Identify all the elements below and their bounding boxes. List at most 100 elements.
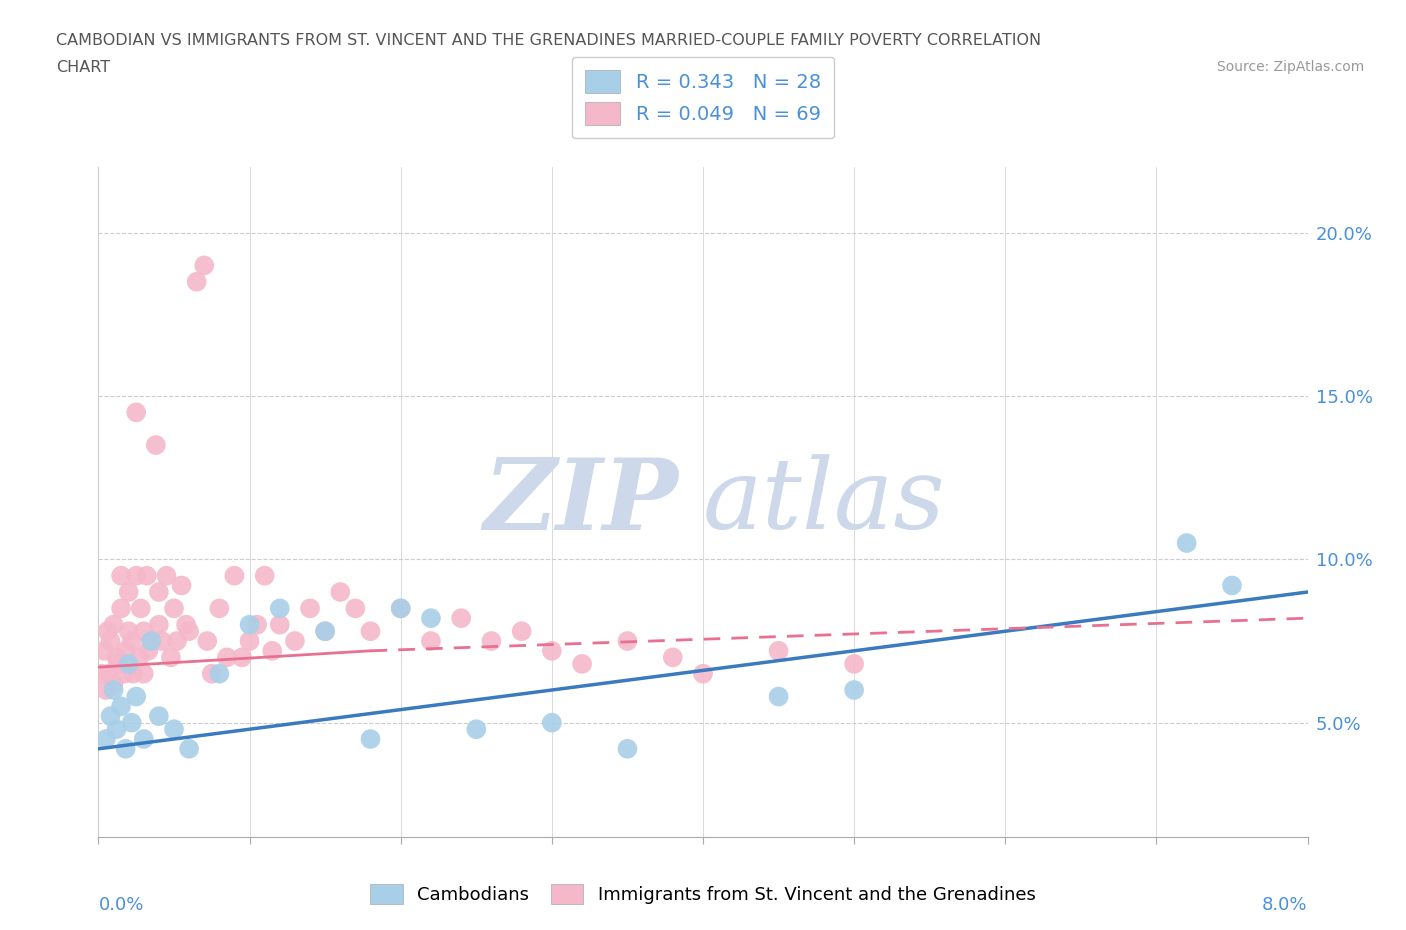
Point bbox=[420, 611, 443, 626]
Point bbox=[125, 568, 148, 583]
Point bbox=[110, 699, 132, 714]
Point bbox=[208, 666, 231, 681]
Point bbox=[360, 624, 382, 639]
Point bbox=[208, 601, 231, 616]
Point bbox=[141, 633, 163, 648]
Point bbox=[481, 633, 503, 648]
Point bbox=[125, 689, 148, 704]
Point bbox=[160, 650, 183, 665]
Point bbox=[132, 624, 155, 639]
Point bbox=[118, 624, 141, 639]
Point bbox=[141, 633, 163, 648]
Point bbox=[118, 585, 141, 600]
Legend: R = 0.343   N = 28, R = 0.049   N = 69: R = 0.343 N = 28, R = 0.049 N = 69 bbox=[572, 57, 834, 139]
Point bbox=[231, 650, 253, 665]
Point bbox=[692, 666, 714, 681]
Text: atlas: atlas bbox=[703, 455, 946, 550]
Point bbox=[148, 585, 170, 600]
Point bbox=[114, 644, 136, 658]
Point bbox=[269, 618, 291, 632]
Point bbox=[103, 618, 125, 632]
Point bbox=[103, 683, 125, 698]
Point bbox=[93, 644, 115, 658]
Point bbox=[389, 601, 412, 616]
Point bbox=[844, 683, 866, 698]
Point bbox=[132, 732, 155, 747]
Point bbox=[105, 650, 128, 665]
Point bbox=[344, 601, 367, 616]
Point bbox=[1175, 536, 1198, 551]
Point bbox=[135, 568, 157, 583]
Point bbox=[450, 611, 472, 626]
Point bbox=[121, 633, 143, 648]
Y-axis label: Married-Couple Family Poverty: Married-Couple Family Poverty bbox=[0, 376, 8, 629]
Point bbox=[132, 666, 155, 681]
Text: Source: ZipAtlas.com: Source: ZipAtlas.com bbox=[1216, 60, 1364, 74]
Point bbox=[163, 722, 186, 737]
Text: CHART: CHART bbox=[56, 60, 110, 75]
Point bbox=[201, 666, 224, 681]
Point bbox=[174, 618, 197, 632]
Point bbox=[299, 601, 322, 616]
Point bbox=[389, 601, 412, 616]
Text: ZIP: ZIP bbox=[484, 454, 679, 551]
Point bbox=[224, 568, 246, 583]
Point bbox=[90, 666, 112, 681]
Point bbox=[239, 633, 262, 648]
Point bbox=[125, 405, 148, 419]
Point bbox=[100, 709, 122, 724]
Point bbox=[129, 601, 152, 616]
Point bbox=[103, 676, 125, 691]
Point bbox=[163, 601, 186, 616]
Point bbox=[844, 657, 866, 671]
Point bbox=[541, 715, 564, 730]
Point bbox=[166, 633, 188, 648]
Point bbox=[145, 438, 167, 453]
Point bbox=[179, 741, 201, 756]
Point bbox=[269, 601, 291, 616]
Point bbox=[314, 624, 336, 639]
Point bbox=[110, 568, 132, 583]
Point bbox=[128, 650, 150, 665]
Point bbox=[150, 633, 173, 648]
Point bbox=[510, 624, 533, 639]
Point bbox=[616, 741, 638, 756]
Point bbox=[94, 732, 117, 747]
Point bbox=[284, 633, 307, 648]
Point bbox=[314, 624, 336, 639]
Point bbox=[1220, 578, 1243, 593]
Point bbox=[98, 666, 121, 681]
Point bbox=[110, 601, 132, 616]
Point bbox=[170, 578, 193, 593]
Point bbox=[121, 715, 143, 730]
Point bbox=[136, 644, 159, 658]
Point bbox=[465, 722, 488, 737]
Point bbox=[239, 618, 262, 632]
Text: CAMBODIAN VS IMMIGRANTS FROM ST. VINCENT AND THE GRENADINES MARRIED-COUPLE FAMIL: CAMBODIAN VS IMMIGRANTS FROM ST. VINCENT… bbox=[56, 33, 1042, 47]
Point bbox=[360, 732, 382, 747]
Point bbox=[571, 657, 593, 671]
Legend: Cambodians, Immigrants from St. Vincent and the Grenadines: Cambodians, Immigrants from St. Vincent … bbox=[363, 876, 1043, 911]
Point bbox=[118, 657, 141, 671]
Point bbox=[616, 633, 638, 648]
Point bbox=[195, 633, 218, 648]
Point bbox=[122, 666, 145, 681]
Point bbox=[148, 709, 170, 724]
Point bbox=[253, 568, 276, 583]
Text: 8.0%: 8.0% bbox=[1263, 896, 1308, 914]
Point bbox=[193, 258, 215, 272]
Point bbox=[100, 633, 122, 648]
Point bbox=[105, 722, 128, 737]
Point bbox=[148, 618, 170, 632]
Point bbox=[186, 274, 208, 289]
Point bbox=[541, 644, 564, 658]
Text: 0.0%: 0.0% bbox=[98, 896, 143, 914]
Point bbox=[215, 650, 238, 665]
Point bbox=[96, 624, 118, 639]
Point bbox=[246, 618, 269, 632]
Point bbox=[329, 585, 352, 600]
Point bbox=[94, 683, 117, 698]
Point bbox=[179, 624, 201, 639]
Point bbox=[114, 741, 136, 756]
Point bbox=[662, 650, 685, 665]
